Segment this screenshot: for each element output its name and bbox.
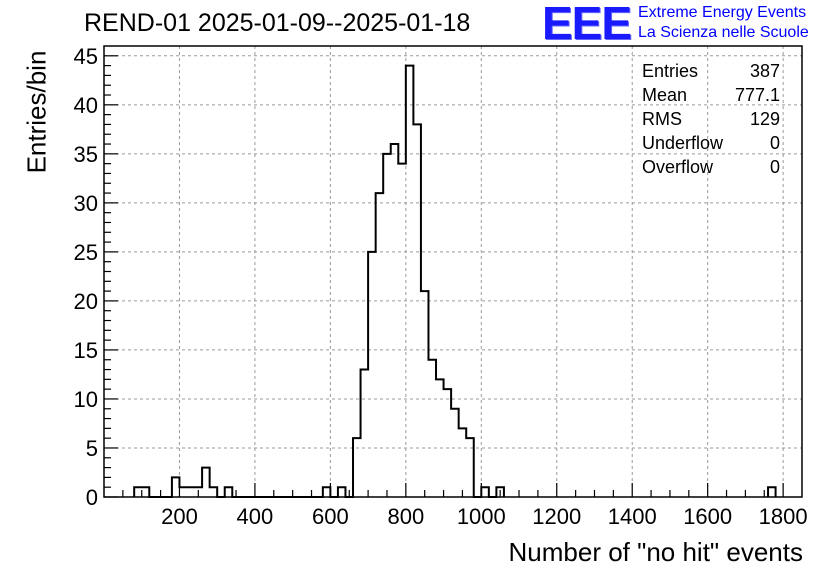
x-tick-label: 800 bbox=[387, 504, 424, 529]
histogram-bin bbox=[451, 409, 459, 497]
x-axis-label: Number of "no hit" events bbox=[508, 537, 804, 567]
histogram-bin bbox=[323, 487, 331, 497]
stat-row-mean: Mean 777.1 bbox=[642, 84, 780, 108]
y-tick-label: 40 bbox=[74, 93, 98, 118]
histogram-bin bbox=[444, 389, 452, 497]
stat-value: 129 bbox=[749, 109, 780, 129]
stat-row-underflow: Underflow 0 bbox=[642, 132, 780, 156]
x-tick-label: 200 bbox=[161, 504, 198, 529]
x-tick-label: 1800 bbox=[759, 504, 808, 529]
y-tick-label: 25 bbox=[74, 240, 98, 265]
y-tick-label: 20 bbox=[74, 289, 98, 314]
histogram-bin bbox=[466, 438, 474, 497]
eee-logo-line2: La Scienza nelle Scuole bbox=[638, 24, 809, 41]
stat-label: Underflow bbox=[642, 133, 724, 153]
x-tick-label: 1400 bbox=[608, 504, 657, 529]
x-tick-label: 1600 bbox=[683, 504, 732, 529]
x-tick-label: 1000 bbox=[457, 504, 506, 529]
histogram-bin bbox=[481, 487, 489, 497]
histogram-bin bbox=[428, 360, 436, 497]
histogram-bin bbox=[391, 144, 399, 497]
histogram-bin bbox=[361, 370, 369, 497]
histogram-bin bbox=[202, 468, 210, 497]
x-tick-label: 600 bbox=[312, 504, 349, 529]
stat-label: Mean bbox=[642, 85, 688, 105]
histogram-bin bbox=[187, 487, 195, 497]
stat-value: 387 bbox=[749, 61, 780, 81]
y-tick-label: 30 bbox=[74, 191, 98, 216]
y-tick-label: 15 bbox=[74, 338, 98, 363]
histogram-bin bbox=[179, 487, 187, 497]
stats-box: Entries 387 Mean 777.1 RMS 129 Underflow… bbox=[642, 60, 780, 180]
histogram-bin bbox=[225, 487, 233, 497]
histogram-bin bbox=[436, 379, 444, 497]
stat-row-entries: Entries 387 bbox=[642, 60, 780, 84]
histogram-bin bbox=[421, 291, 429, 497]
histogram-bin bbox=[134, 487, 142, 497]
histogram-bin bbox=[376, 193, 384, 497]
stat-value: 0 bbox=[769, 133, 780, 153]
y-tick-label: 0 bbox=[86, 485, 98, 510]
histogram-bin bbox=[413, 124, 421, 497]
y-axis-label: Entries/bin bbox=[21, 50, 52, 174]
eee-logo-line1: Extreme Energy Events bbox=[638, 4, 807, 21]
stat-row-rms: RMS 129 bbox=[642, 108, 780, 132]
x-tick-label: 1200 bbox=[532, 504, 581, 529]
stat-value: 0 bbox=[769, 157, 780, 177]
histogram-bin bbox=[406, 66, 414, 497]
histogram-outline bbox=[133, 64, 505, 498]
stat-label: Overflow bbox=[642, 157, 714, 177]
histogram-bin bbox=[353, 438, 361, 497]
y-tick-label: 35 bbox=[74, 142, 98, 167]
y-tick-label: 10 bbox=[74, 387, 98, 412]
stat-label: Entries bbox=[642, 61, 699, 81]
histogram-bin bbox=[459, 428, 467, 497]
histogram-bin bbox=[398, 164, 406, 497]
stat-value: 777.1 bbox=[734, 85, 780, 105]
histogram-bin bbox=[172, 477, 180, 497]
stat-row-overflow: Overflow 0 bbox=[642, 156, 780, 180]
histogram-bin bbox=[210, 487, 218, 497]
y-tick-label: 5 bbox=[86, 436, 98, 461]
y-tick-label: 45 bbox=[74, 44, 98, 69]
histogram-bin bbox=[195, 487, 203, 497]
histogram-bin bbox=[496, 487, 504, 497]
histogram-bin bbox=[368, 252, 376, 497]
histogram-bin bbox=[338, 487, 346, 497]
eee-logo-mark: EEE bbox=[542, 0, 632, 49]
stat-label: RMS bbox=[642, 109, 682, 129]
histogram-bin bbox=[142, 487, 150, 497]
histogram-bin bbox=[767, 486, 777, 497]
x-tick-label: 400 bbox=[237, 504, 274, 529]
histogram-bin bbox=[383, 154, 391, 497]
chart-title: REND-01 2025-01-09--2025-01-18 bbox=[84, 9, 471, 37]
